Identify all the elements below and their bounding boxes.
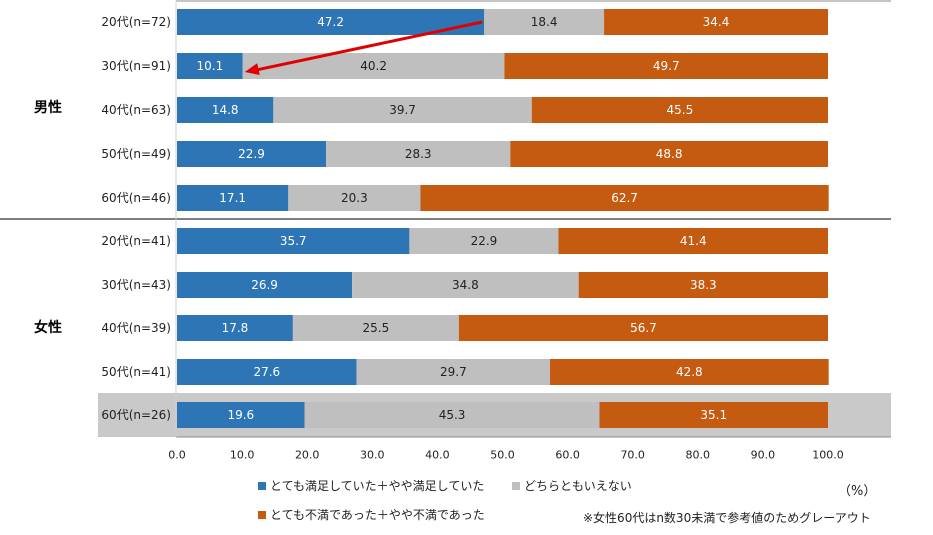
data-label: 56.7 [630, 321, 657, 335]
category-label: 20代(n=41) [101, 234, 171, 248]
bar-segment [304, 402, 600, 428]
bar-segment [273, 97, 532, 123]
legend-swatch-neutral [512, 481, 520, 490]
data-label: 25.5 [363, 321, 390, 335]
data-label: 14.8 [212, 103, 239, 117]
legend-swatch-dissatisfied [258, 510, 266, 519]
x-tick-label: 10.0 [230, 449, 255, 462]
data-label: 19.6 [227, 408, 254, 422]
x-tick-label: 90.0 [751, 449, 776, 462]
bar-segment [292, 315, 459, 341]
x-tick-label: 50.0 [490, 449, 515, 462]
bar-segment [458, 315, 828, 341]
bar-segment [504, 53, 828, 79]
bar-segment [484, 9, 605, 35]
data-label: 45.5 [667, 103, 694, 117]
x-tick-label: 100.0 [812, 449, 844, 462]
legend-label-neutral: どちらともいえない [524, 479, 632, 493]
x-tick-label: 80.0 [686, 449, 711, 462]
data-label: 22.9 [238, 147, 265, 161]
bar-segment [288, 185, 421, 211]
legend-item-neutral: どちらともいえない [512, 477, 632, 494]
bar-segment [550, 359, 829, 385]
annotation-arrow-head [244, 63, 260, 75]
data-label: 45.3 [439, 408, 466, 422]
data-label: 39.7 [389, 103, 416, 117]
annotation-arrow-line [254, 20, 483, 72]
bar-segment [599, 402, 828, 428]
bar-segment [177, 272, 353, 298]
x-tick-label: 60.0 [555, 449, 580, 462]
bar-segment [177, 53, 243, 79]
category-label: 60代(n=26) [101, 408, 171, 422]
category-label: 50代(n=49) [101, 147, 171, 161]
legend-item-satisfied: とても満足していた＋やや満足していた [258, 477, 484, 494]
bar-segment [326, 141, 511, 167]
bar-segment [177, 359, 357, 385]
data-label: 29.7 [440, 365, 467, 379]
bar-segment [510, 141, 828, 167]
legend-label-dissatisfied: とても不満であった＋やや不満であった [270, 508, 485, 522]
data-label: 18.4 [531, 15, 558, 29]
x-tick-label: 20.0 [295, 449, 320, 462]
data-label: 41.4 [680, 234, 707, 248]
bar-segment [177, 185, 289, 211]
data-label: 34.4 [703, 15, 730, 29]
bar-segment [242, 53, 505, 79]
unit-label: （%） [838, 484, 877, 499]
data-label: 38.3 [690, 278, 717, 292]
data-label: 42.8 [676, 365, 703, 379]
data-label: 62.7 [611, 191, 638, 205]
bar-segment [352, 272, 579, 298]
category-label: 50代(n=41) [101, 365, 171, 379]
x-tick-label: 30.0 [360, 449, 385, 462]
data-label: 49.7 [653, 59, 680, 73]
data-label: 10.1 [197, 59, 224, 73]
data-label: 20.3 [341, 191, 368, 205]
bar-segment [409, 228, 559, 254]
bar-segment [177, 9, 485, 35]
category-label: 60代(n=46) [101, 191, 171, 205]
bar-segment [604, 9, 828, 35]
data-label: 26.9 [251, 278, 278, 292]
bar-segment [420, 185, 829, 211]
legend-item-dissatisfied: とても不満であった＋やや不満であった [258, 506, 485, 523]
group-label: 女性 [34, 319, 62, 336]
category-label: 40代(n=63) [101, 103, 171, 117]
x-tick-label: 40.0 [425, 449, 450, 462]
bar-segment [356, 359, 551, 385]
x-tick-label: 0.0 [168, 449, 186, 462]
group-label: 男性 [34, 99, 62, 116]
category-label: 20代(n=72) [101, 15, 171, 29]
category-label: 30代(n=43) [101, 278, 171, 292]
data-label: 35.1 [700, 408, 727, 422]
legend-swatch-satisfied [258, 481, 266, 490]
footnote: ※女性60代はn数30未満で参考値のためグレーアウト [583, 511, 871, 525]
bar-segment [177, 228, 410, 254]
data-label: 28.3 [405, 147, 432, 161]
data-label: 17.8 [222, 321, 249, 335]
bar-segment [558, 228, 828, 254]
bar-segment [177, 402, 305, 428]
bar-segment [531, 97, 828, 123]
data-label: 48.8 [656, 147, 683, 161]
bar-segment [177, 141, 327, 167]
data-label: 35.7 [280, 234, 307, 248]
data-label: 47.2 [317, 15, 344, 29]
data-label: 17.1 [219, 191, 246, 205]
data-label: 34.8 [452, 278, 479, 292]
legend-label-satisfied: とても満足していた＋やや満足していた [270, 479, 485, 493]
bar-segment [578, 272, 828, 298]
category-label: 40代(n=39) [101, 321, 171, 335]
data-label: 40.2 [360, 59, 387, 73]
bar-segment [177, 315, 293, 341]
x-tick-label: 70.0 [620, 449, 645, 462]
data-label: 27.6 [253, 365, 280, 379]
category-label: 30代(n=91) [101, 59, 171, 73]
data-label: 22.9 [471, 234, 498, 248]
bar-segment [177, 97, 274, 123]
